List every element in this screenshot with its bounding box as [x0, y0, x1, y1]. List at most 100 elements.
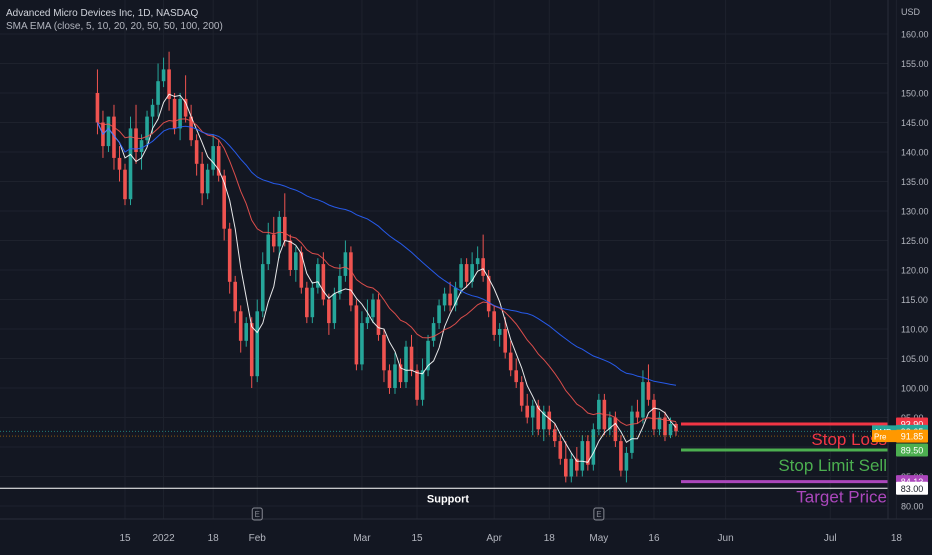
candle-body — [365, 317, 370, 324]
candle-body — [525, 405, 530, 418]
candle-body — [404, 346, 408, 383]
candle-body — [128, 128, 133, 200]
y-tick-label: 135.00 — [901, 177, 929, 187]
candle — [238, 305, 243, 353]
candle — [657, 411, 662, 436]
candle — [624, 447, 629, 483]
earnings-marker: E — [251, 507, 263, 521]
candle-body — [630, 411, 634, 453]
candle — [437, 299, 441, 329]
candle-body — [150, 104, 155, 117]
price-box: 83.00 — [896, 481, 928, 495]
candle-body — [233, 281, 237, 312]
candle — [156, 63, 160, 117]
candle-body — [530, 405, 535, 418]
candle — [541, 405, 546, 442]
y-tick-label: 140.00 — [901, 148, 929, 158]
candle-body — [360, 323, 364, 365]
candle — [327, 293, 331, 335]
candle-body — [117, 157, 122, 170]
candle-body — [332, 293, 337, 324]
candle-body — [514, 370, 519, 383]
candles — [95, 51, 678, 483]
y-tick-label: 120.00 — [901, 266, 929, 276]
candle-body — [123, 169, 127, 200]
candle — [415, 364, 419, 406]
candle — [205, 163, 210, 200]
candle-body — [249, 323, 254, 377]
candle-body — [641, 382, 645, 418]
support-label: Support — [427, 493, 469, 505]
candle — [630, 405, 634, 459]
candle-body — [415, 370, 419, 400]
candle — [255, 299, 260, 383]
candle-body — [393, 364, 397, 388]
candle — [393, 352, 397, 394]
candle — [260, 252, 265, 318]
candle-body — [161, 69, 166, 82]
candle — [321, 252, 326, 306]
x-tick-label: 18 — [544, 533, 556, 544]
candle-body — [442, 293, 447, 306]
candle — [552, 423, 557, 447]
candle-body — [200, 163, 204, 194]
price-tag-bg — [872, 430, 896, 443]
candle-body — [624, 452, 629, 471]
candle-body — [156, 81, 160, 105]
candle — [211, 134, 215, 176]
earnings-icon-label: E — [255, 510, 260, 519]
candle — [558, 435, 563, 465]
candle-body — [305, 287, 309, 318]
y-tick-label: 115.00 — [901, 295, 928, 305]
candle — [486, 270, 491, 318]
candle-body — [519, 382, 524, 406]
candle — [249, 317, 254, 388]
candle-body — [194, 140, 199, 164]
candle-body — [172, 98, 177, 129]
level-label: Stop Loss — [811, 430, 887, 449]
candle — [139, 134, 144, 170]
candle-body — [294, 252, 298, 270]
candle-body — [635, 411, 640, 418]
y-tick-label: 100.00 — [901, 384, 929, 394]
candle-body — [481, 258, 485, 276]
candle-body — [437, 305, 441, 324]
price-levels: Stop Loss Stop Limit Sell Target Price Supp… — [0, 422, 888, 507]
candle — [652, 393, 656, 436]
price-box-bg — [896, 443, 928, 457]
candle-body — [189, 116, 193, 141]
candle — [382, 329, 386, 383]
candle — [575, 447, 579, 477]
candle-body — [134, 128, 138, 152]
candle — [244, 317, 249, 347]
candle — [282, 193, 287, 247]
candle-body — [448, 293, 452, 306]
candle — [597, 393, 601, 436]
x-tick-label: Feb — [249, 533, 267, 544]
candle-body — [183, 98, 188, 117]
candle — [431, 317, 436, 347]
price-axis: 80.0085.0090.0095.00100.00105.00110.0011… — [872, 0, 929, 519]
price-box-bg — [896, 429, 928, 443]
price-box-text: 93.90 — [901, 419, 924, 429]
candle-body — [145, 116, 149, 141]
candle-body — [266, 234, 271, 265]
candle — [360, 311, 364, 371]
candle-body — [547, 411, 552, 430]
candle-body — [112, 116, 116, 158]
y-tick-label: 110.00 — [901, 325, 928, 335]
candle-body — [244, 323, 249, 341]
candle-body — [211, 146, 215, 170]
moving-averages — [97, 93, 677, 463]
candle-body — [409, 346, 414, 371]
candle-body — [508, 352, 513, 371]
candle-body — [541, 411, 546, 430]
ma-line-sma-50 — [97, 122, 677, 386]
candle — [635, 399, 640, 424]
candle — [470, 252, 474, 288]
price-tag: Pre — [872, 430, 896, 443]
x-tick-label: 15 — [119, 533, 131, 544]
candle — [420, 358, 425, 406]
